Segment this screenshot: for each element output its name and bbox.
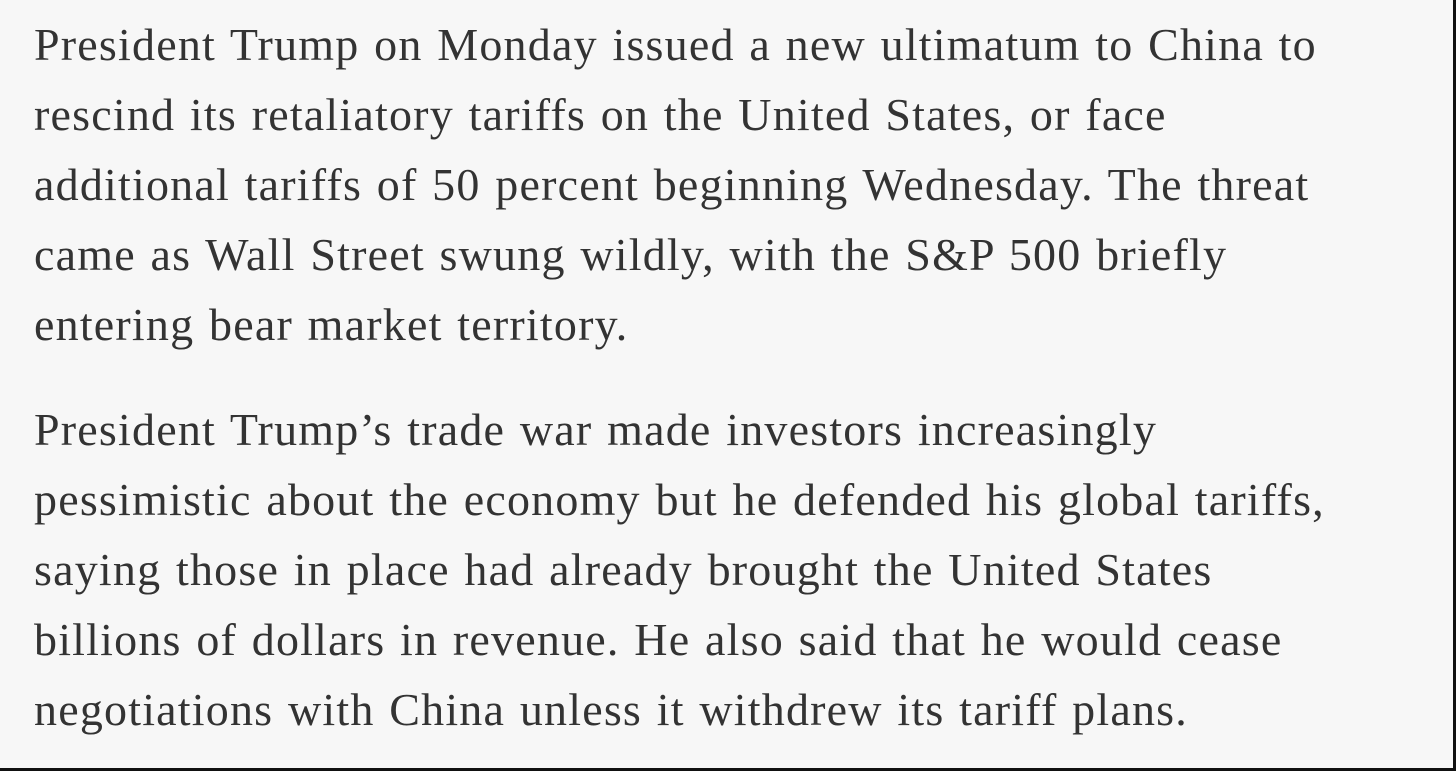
paragraph: President Trump’s trade war made investo… (34, 395, 1453, 745)
text-line: billions of dollars in revenue. He also … (34, 614, 1283, 665)
text-line: saying those in place had already brough… (34, 544, 1213, 595)
text-line: pessimistic about the economy but he def… (34, 474, 1325, 525)
paragraph: President Trump on Monday issued a new u… (34, 10, 1453, 360)
text-line: President Trump on Monday issued a new u… (34, 19, 1317, 70)
text-line: rescind its retaliatory tariffs on the U… (34, 89, 1167, 140)
text-line: came as Wall Street swung wildly, with t… (34, 229, 1228, 280)
text-line: President Trump’s trade war made investo… (34, 404, 1158, 455)
text-line: negotiations with China unless it withdr… (34, 684, 1188, 735)
text-line: additional tariffs of 50 percent beginni… (34, 159, 1310, 210)
text-line: entering bear market territory. (34, 299, 629, 350)
